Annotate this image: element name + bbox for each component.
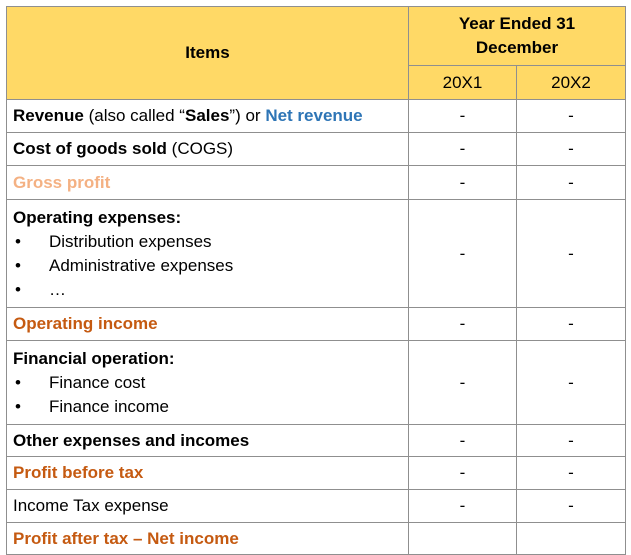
list-item: Administrative expenses (13, 254, 408, 278)
operating-expenses-cell: Operating expenses: Distribution expense… (6, 199, 409, 308)
revenue-20x1: - (408, 99, 517, 133)
sales-term: Sales (184, 106, 230, 125)
financial-operation-label: Financial operation: (13, 348, 175, 368)
other-label: Other expenses and incomes (6, 424, 409, 457)
financial-operation-20x2: - (516, 340, 626, 425)
period-header: Year Ended 31 December (408, 6, 626, 66)
operating-expenses-list: Distribution expenses Administrative exp… (13, 230, 408, 302)
year-header-2: 20X2 (516, 65, 626, 100)
list-item: … (13, 278, 408, 302)
row-revenue: Revenue (also called “Sales”) or Net rev… (6, 99, 626, 133)
row-profit-before-tax: Profit before tax - - (6, 456, 626, 490)
items-column-header: Items (6, 6, 409, 100)
operating-income-20x1: - (408, 307, 517, 341)
period-label: Year Ended 31 December (458, 14, 576, 57)
operating-expenses-20x2: - (516, 199, 626, 308)
row-other: Other expenses and incomes - - (6, 424, 626, 457)
profit-before-tax-label: Profit before tax (6, 456, 409, 490)
row-operating-expenses: Operating expenses: Distribution expense… (6, 199, 626, 308)
profit-before-tax-20x1: - (408, 456, 517, 490)
operating-expenses-label: Operating expenses: (13, 207, 182, 227)
income-tax-label: Income Tax expense (6, 489, 409, 523)
cogs-term: Cost of goods sold (13, 139, 167, 158)
gross-profit-label: Gross profit (6, 165, 409, 200)
net-revenue-term: Net revenue (265, 106, 363, 125)
row-income-tax: Income Tax expense - - (6, 489, 626, 523)
row-gross-profit: Gross profit - - (6, 165, 626, 200)
cogs-label: Cost of goods sold (COGS) (6, 132, 409, 166)
revenue-label: Revenue (also called “Sales”) or Net rev… (6, 99, 409, 133)
row-cogs: Cost of goods sold (COGS) - - (6, 132, 626, 166)
list-item: Finance cost (13, 371, 408, 395)
financial-operation-list: Finance cost Finance income (13, 371, 408, 419)
list-item: Distribution expenses (13, 230, 408, 254)
operating-expenses-20x1: - (408, 199, 517, 308)
profit-after-tax-label: Profit after tax – Net income (6, 522, 409, 555)
profit-after-tax-20x2 (516, 522, 626, 555)
row-profit-after-tax: Profit after tax – Net income (6, 522, 626, 555)
revenue-20x2: - (516, 99, 626, 133)
gross-profit-20x1: - (408, 165, 517, 200)
revenue-term: Revenue (13, 106, 84, 125)
revenue-or: ”) or (229, 106, 266, 125)
operating-income-label: Operating income (6, 307, 409, 341)
cogs-20x1: - (408, 132, 517, 166)
list-item: Finance income (13, 395, 408, 419)
income-statement-table: Items Year Ended 31 December 20X1 20X2 R… (6, 6, 626, 555)
operating-income-20x2: - (516, 307, 626, 341)
row-financial-operation: Financial operation: Finance cost Financ… (6, 340, 626, 425)
row-operating-income: Operating income - - (6, 307, 626, 341)
cogs-abbr: (COGS) (166, 139, 234, 158)
other-20x2: - (516, 424, 626, 457)
year-header-1: 20X1 (408, 65, 517, 100)
financial-operation-20x1: - (408, 340, 517, 425)
profit-after-tax-20x1 (408, 522, 517, 555)
financial-operation-cell: Financial operation: Finance cost Financ… (6, 340, 409, 425)
income-tax-20x1: - (408, 489, 517, 523)
revenue-aka: (also called “ (83, 106, 185, 125)
other-20x1: - (408, 424, 517, 457)
income-tax-20x2: - (516, 489, 626, 523)
profit-before-tax-20x2: - (516, 456, 626, 490)
gross-profit-20x2: - (516, 165, 626, 200)
cogs-20x2: - (516, 132, 626, 166)
